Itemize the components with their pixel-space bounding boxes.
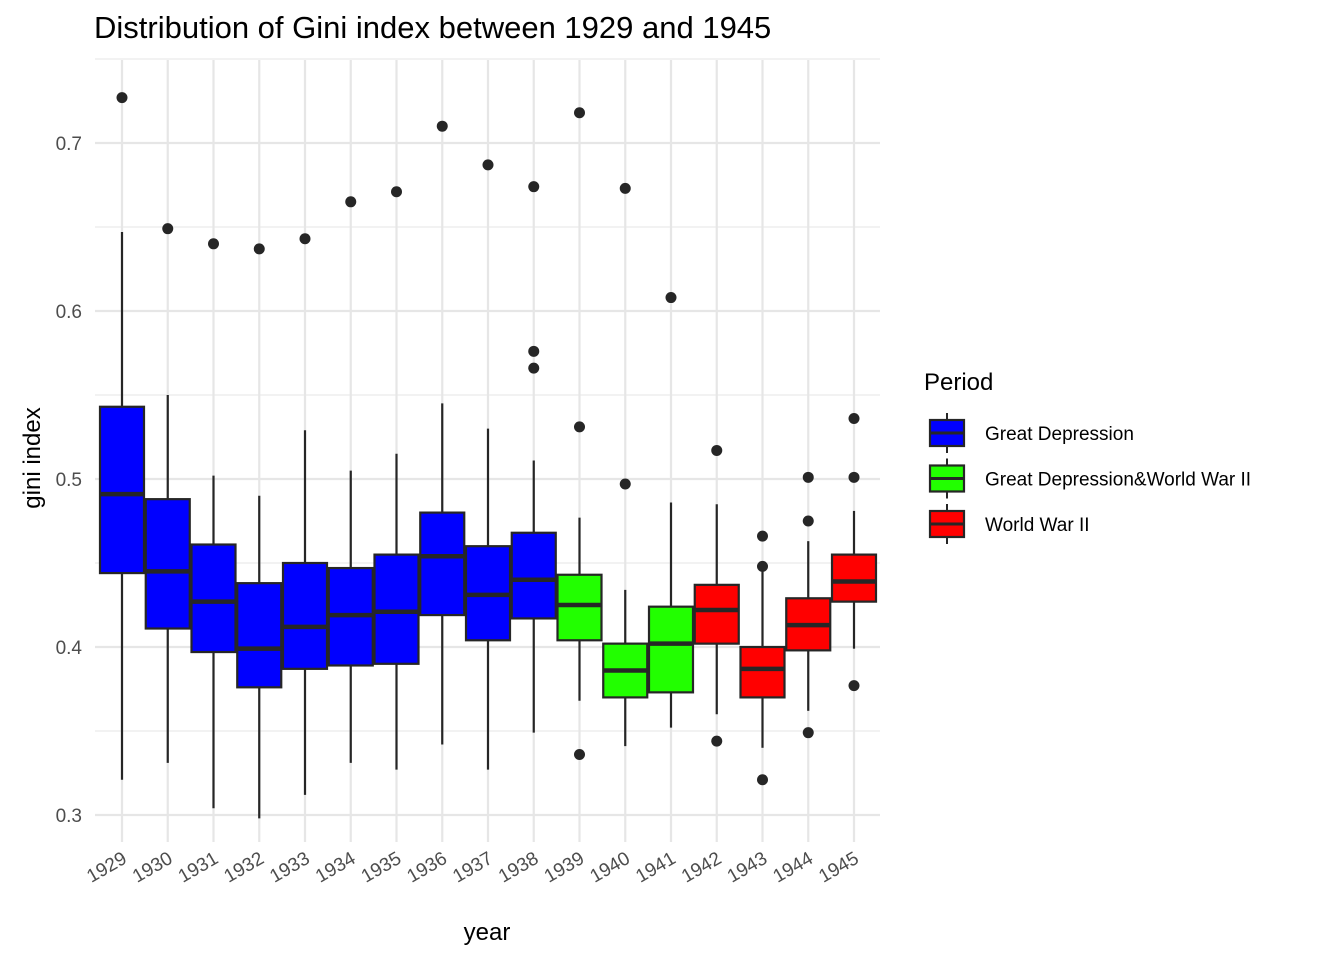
box-iqr (647, 605, 695, 694)
outlier-point (574, 421, 585, 433)
box-iqr (739, 645, 786, 699)
box-iqr (556, 573, 603, 642)
box-iqr (98, 405, 146, 575)
outlier-point (757, 774, 768, 786)
x-tick-label: 1937 (449, 848, 496, 887)
box-iqr (830, 553, 878, 603)
box-1945 (830, 413, 878, 692)
outlier-point (528, 181, 540, 193)
box-1942 (693, 444, 740, 747)
outlier-point (162, 223, 174, 235)
outlier-point (802, 471, 814, 483)
box-1943 (739, 530, 786, 786)
outlier-point (528, 345, 540, 357)
x-tick-label: 1944 (770, 848, 817, 888)
legend-key (928, 458, 966, 499)
chart-title: Distribution of Gini index between 1929 … (94, 10, 771, 45)
outlier-point (848, 471, 860, 483)
x-tick-label: 1936 (404, 848, 451, 887)
box-1929 (98, 92, 146, 780)
outlier-point (619, 182, 631, 194)
x-tick-label: 1930 (129, 848, 176, 887)
box-1934 (327, 196, 374, 763)
outlier-point (574, 749, 585, 761)
box-1938 (510, 181, 557, 733)
outlier-point (848, 680, 860, 692)
outlier-point (574, 107, 585, 119)
outlier-point (208, 238, 219, 250)
outlier-point (436, 120, 448, 132)
outlier-point (299, 233, 311, 245)
x-tick-label: 1934 (312, 848, 359, 888)
y-axis-title: gini index (19, 407, 46, 508)
box-1932 (236, 243, 283, 819)
legend: Period Great Depression Great Depression&… (924, 369, 1251, 544)
outlier-point (848, 413, 860, 425)
outlier-point (802, 727, 814, 739)
box-iqr (144, 498, 191, 630)
x-tick-label: 1942 (678, 848, 725, 887)
box-iqr (190, 543, 237, 654)
outlier-point (345, 196, 357, 208)
x-tick-label: 1935 (358, 848, 405, 887)
outlier-point (757, 530, 768, 542)
y-tick-label: 0.7 (56, 134, 82, 155)
outlier-point (711, 444, 723, 456)
box-iqr (419, 511, 466, 617)
box-1944 (785, 471, 832, 739)
box-iqr (510, 531, 557, 620)
box-1930 (144, 223, 191, 763)
legend-label: World War II (985, 515, 1090, 536)
x-tick-labels: 1929193019311932193319341935193619371938… (83, 848, 862, 888)
box-1941 (647, 292, 695, 728)
box-iqr (236, 582, 283, 689)
legend-title: Period (924, 369, 993, 396)
box-1940 (602, 182, 649, 747)
x-tick-label: 1945 (815, 848, 862, 887)
x-tick-label: 1940 (587, 848, 634, 887)
x-tick-label: 1932 (221, 848, 268, 887)
box-series (98, 92, 878, 819)
y-tick-label: 0.5 (56, 470, 82, 491)
box-1935 (373, 186, 420, 770)
legend-key (928, 413, 966, 453)
box-1933 (281, 233, 329, 795)
box-1936 (419, 120, 466, 745)
outlier-point (528, 362, 540, 374)
y-tick-label: 0.4 (56, 638, 83, 659)
box-iqr (373, 553, 420, 665)
legend-label: Great Depression (985, 424, 1134, 445)
box-iqr (693, 583, 740, 645)
outlier-point (253, 243, 265, 255)
box-iqr (281, 561, 329, 670)
x-tick-label: 1933 (266, 848, 313, 887)
outlier-point (619, 478, 631, 490)
outlier-point (391, 186, 402, 198)
outlier-point (802, 515, 814, 527)
x-tick-label: 1941 (632, 848, 679, 887)
y-tick-label: 0.3 (56, 806, 82, 827)
x-axis-title: year (464, 919, 511, 946)
legend-key (928, 504, 966, 544)
y-tick-labels: 0.3 0.4 0.5 0.6 0.7 (56, 134, 83, 827)
box-1937 (464, 159, 512, 770)
box-1931 (190, 238, 237, 809)
x-tick-label: 1938 (495, 848, 542, 887)
outlier-point (711, 735, 723, 747)
x-tick-label: 1939 (541, 848, 588, 887)
outlier-point (482, 159, 494, 171)
box-1939 (556, 107, 603, 761)
x-tick-label: 1931 (175, 848, 222, 887)
outlier-point (757, 560, 768, 572)
outlier-point (665, 292, 677, 304)
x-tick-label: 1943 (724, 848, 771, 887)
outlier-point (116, 92, 128, 104)
x-tick-label: 1929 (83, 848, 130, 887)
y-tick-label: 0.6 (56, 302, 82, 323)
legend-label: Great Depression&World War II (985, 470, 1251, 491)
